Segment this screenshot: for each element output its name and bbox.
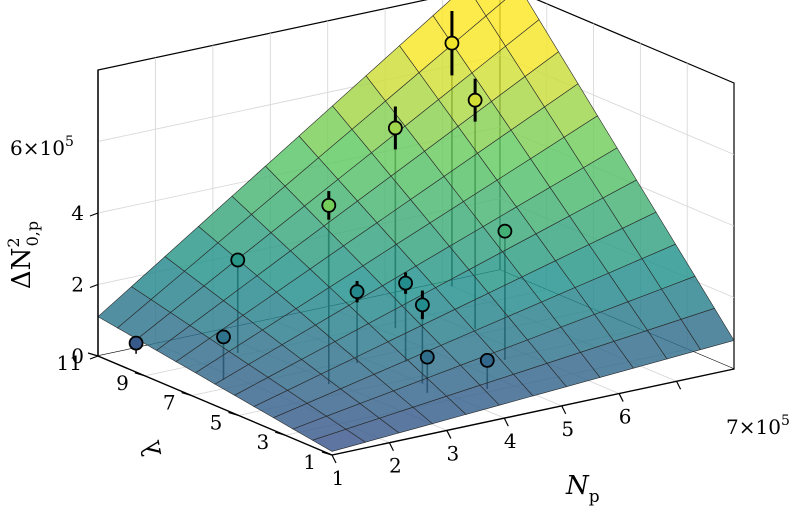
y-tick-mark [321,451,333,456]
x-axis-label-sub: p [589,487,600,507]
y-tick-label: 1 [303,450,316,474]
y-tick-mark [228,411,239,416]
svg-text:ΔN20,p: ΔN20,p [4,221,42,289]
y-tick-mark [87,352,99,357]
y-tick-mark [275,431,286,436]
data-point [230,252,246,268]
z-tick-mark [89,355,99,360]
surface-mesh [97,0,735,452]
data-point [419,349,435,365]
data-point [444,35,460,51]
x-tick-mark [618,393,624,402]
x-tick-label: 2 [389,454,402,478]
x-tick-label: 5 [561,417,574,441]
y-tick-mark [134,372,145,377]
x-tick-mark [561,405,567,415]
y-axis-label: λ [136,438,168,459]
svg-text:Np: Np [565,471,600,507]
x-multiplier-exp: 5 [781,413,790,429]
svg-text:6×105: 6×105 [10,134,74,160]
data-point [216,329,231,345]
z-axis-label-sub: 0,p [23,221,42,247]
y-tick-label: 7 [163,391,176,415]
surface-patch [432,0,487,45]
z-tick-mark [89,283,99,289]
x-tick-label: 3 [446,441,459,465]
data-point [398,275,413,291]
x-multiplier-lead: 7 [726,415,739,439]
x-tick-label: 6 [619,405,632,429]
z-tick-mark [89,212,99,217]
data-point [387,120,403,136]
data-point [349,284,365,300]
z-axis-label-base: ΔN [7,248,37,290]
data-point [479,352,495,368]
x-tick-mark [676,381,682,390]
x-tick-mark [503,417,509,427]
x-axis-label-text: N [565,471,590,501]
y-tick-label: 9 [116,371,129,395]
x-tick-mark [446,430,452,439]
data-point [467,92,483,108]
data-point [321,197,337,213]
data-point [414,297,430,313]
svg-text:7×105: 7×105 [726,413,790,439]
z-tick-label: 2 [71,273,84,297]
z-multiplier-times: ×10 [23,136,65,160]
y-tick-label: 11 [57,351,82,375]
x-tick-mark [331,454,337,464]
z-tick-label: 4 [71,201,84,225]
data-point [497,223,513,239]
z-axis-multiplier: 6×105 [10,134,74,160]
y-tick-label: 3 [256,430,269,454]
x-tick-mark [388,442,394,451]
z-axis-label-sup: 2 [4,237,23,247]
data-points [128,10,513,368]
surface-patch [475,0,506,17]
x-tick-label: 4 [504,429,517,453]
z-tick-label: 0 [71,344,84,368]
x-multiplier-times: ×10 [739,415,781,439]
z-axis-label: ΔN20,p [4,221,42,289]
x-axis-label: Np [565,471,600,507]
surface-patch [485,0,540,47]
x-axis-multiplier: 7×105 [726,413,790,439]
y-axis-label-text: λ [136,438,168,459]
y-tick-label: 5 [210,410,223,434]
z-multiplier-lead: 6 [10,136,23,160]
y-tick-mark [181,392,192,397]
z-multiplier-exp: 5 [65,134,74,150]
data-point [128,335,144,351]
x-tick-label: 1 [332,466,345,490]
